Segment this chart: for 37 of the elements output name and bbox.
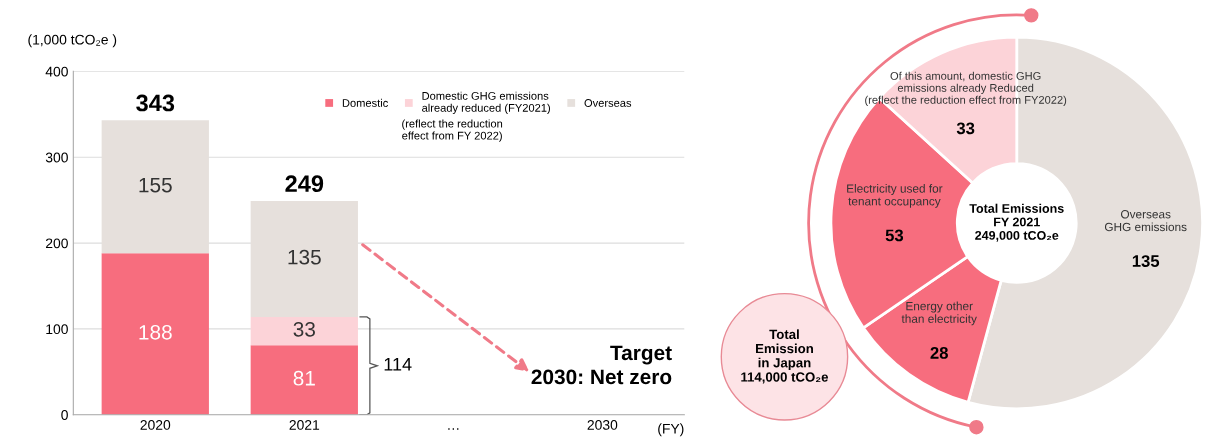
annotation: Target 2030: Net zero — [531, 345, 672, 385]
x-tick-label: 2030 — [587, 420, 618, 430]
slice-label: Electricity used for tenant occupancy — [847, 184, 943, 208]
text: Total Emissions FY 2021 249,000 tCO₂e — [969, 203, 1064, 242]
slice-label: Overseas GHG emissions — [1104, 210, 1187, 232]
total-label: 343 — [136, 94, 175, 112]
y-tick-label: 400 — [45, 66, 68, 77]
data-label: 33 — [956, 122, 975, 135]
slice-label: Energy other than electricity — [901, 301, 977, 326]
data-label: 28 — [930, 347, 948, 359]
y-tick-label: 0 — [61, 410, 68, 420]
data-label: 135 — [1132, 255, 1160, 267]
data-label: 188 — [139, 324, 172, 340]
x-tick-label: 2020 — [140, 420, 171, 430]
bar — [250, 345, 358, 415]
annotation: 114 — [384, 358, 412, 371]
data-label: 81 — [293, 370, 315, 386]
legend-label: Domestic — [342, 98, 388, 107]
y-tick-label: 300 — [45, 152, 68, 163]
annotation: (reflect the reduction effect from FY 2022) — [402, 119, 503, 142]
x-tick-label: 2021 — [289, 420, 320, 430]
y-tick-label: 200 — [45, 238, 68, 249]
text: Total Emission in Japan 114,000 tCO₂e — [741, 329, 829, 384]
total-label: 249 — [285, 175, 324, 193]
x-tick-label: … — [448, 428, 459, 430]
slice-label: Of this amount, domestic GHG emissions already Reduced (reflect the reduction effect from FY2022) — [865, 71, 1067, 106]
data-label: 33 — [293, 321, 315, 337]
bar — [250, 316, 358, 346]
y-tick-label: 100 — [46, 324, 68, 335]
data-label: 53 — [885, 229, 904, 242]
legend-label: Domestic GHG emissions already reduced (FY2021) — [422, 91, 550, 114]
y-axis-title: (1,000 tCO₂e ) — [28, 34, 117, 48]
legend-label: Overseas — [584, 99, 632, 107]
data-label: 155 — [139, 177, 172, 193]
bar — [101, 253, 209, 415]
x-axis-title: (FY) — [658, 423, 684, 437]
data-label: 135 — [288, 249, 321, 265]
